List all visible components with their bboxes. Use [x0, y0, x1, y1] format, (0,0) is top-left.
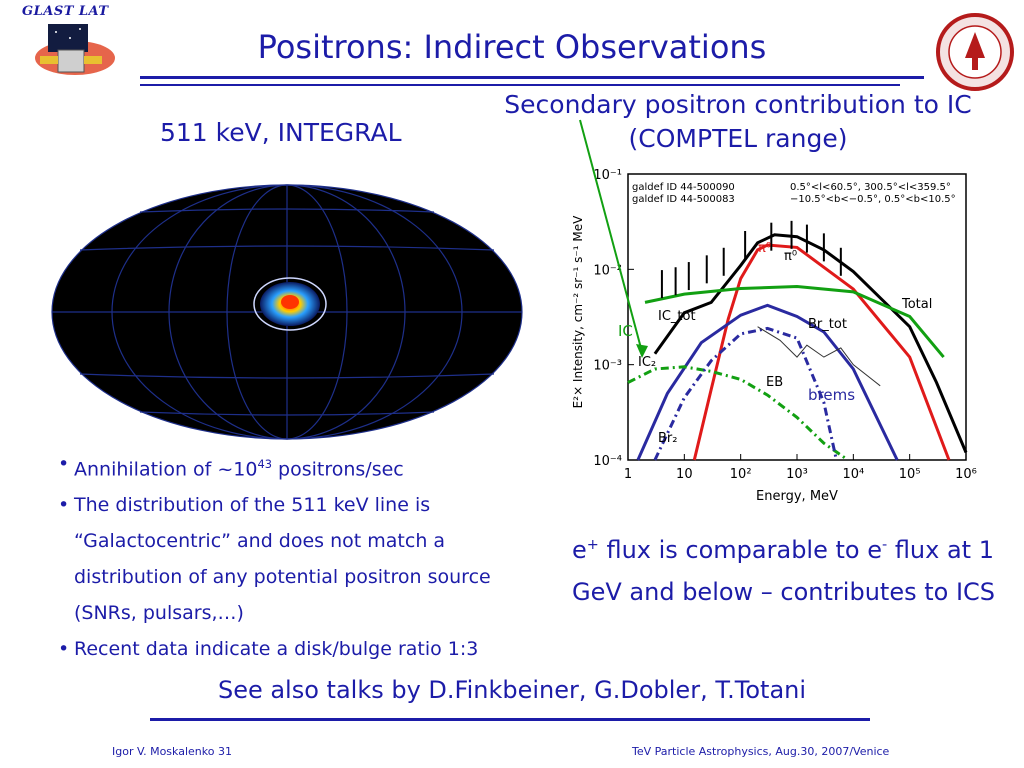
label-eb: EB	[766, 375, 783, 390]
series-line	[653, 233, 968, 454]
series-line	[757, 326, 881, 387]
label-total: Total	[901, 297, 932, 312]
bullet-annihilation: Annihilation of ~1043 positrons/sec	[58, 446, 538, 487]
label-br2: Br₂	[658, 431, 677, 446]
logo-text: GLAST LAT	[22, 4, 109, 19]
flux-statement: e+ flux is comparable to e- flux at 1 Ge…	[572, 536, 996, 606]
right-heading-line2: (COMPTEL range)	[628, 124, 848, 153]
right-heading: Secondary positron contribution to IC (C…	[470, 88, 1006, 156]
x-axis-label: Energy, MeV	[756, 489, 838, 504]
x-tick-label: 1	[624, 467, 632, 482]
legend-right-2: −10.5°<b<−0.5°, 0.5°<b<10.5°	[790, 194, 956, 205]
series-line	[692, 243, 951, 461]
label-pi0: π⁰	[784, 249, 797, 264]
series-line	[636, 303, 899, 461]
x-tick-label: 10⁵	[899, 467, 921, 482]
slide-title: Positrons: Indirect Observations	[257, 28, 767, 66]
title-rule	[140, 76, 924, 79]
series-line	[653, 326, 838, 461]
legend-left-2: galdef ID 44-500083	[632, 194, 735, 205]
legend-right-1: 0.5°<l<60.5°, 300.5°<l<359.5°	[790, 182, 951, 193]
x-tick-label: 10⁶	[955, 467, 977, 482]
left-heading: 511 keV, INTEGRAL	[160, 118, 402, 147]
y-tick-label: 10⁻¹	[593, 168, 622, 183]
y-tick-label: 10⁻³	[593, 359, 622, 374]
y-tick-label: 10⁻⁴	[593, 454, 622, 469]
label-brtot: Br_tot	[808, 317, 847, 332]
integral-sky-map	[51, 184, 523, 440]
y-axis-label: E²× Intensity, cm⁻² sr⁻¹ s⁻¹ MeV	[571, 215, 585, 408]
see-also: See also talks by D.Finkbeiner, G.Dobler…	[217, 676, 807, 704]
footer-left: Igor V. Moskalenko 31	[112, 745, 232, 758]
label-ic: IC	[618, 322, 633, 340]
label-ic2: IC₂	[638, 355, 656, 370]
x-tick-label: 10	[676, 467, 693, 482]
label-pi0-red: π⁰	[758, 241, 771, 256]
stanford-seal	[936, 13, 1014, 91]
glast-logo	[35, 24, 115, 75]
x-tick-label: 10³	[786, 467, 808, 482]
series-line	[627, 365, 849, 462]
label-brems: brems	[808, 386, 855, 404]
right-heading-line1: Secondary positron contribution to IC	[504, 90, 972, 119]
legend-left-1: galdef ID 44-500090	[632, 182, 735, 193]
spectrum-chart: 1 10 10² 10³ 10⁴ 10⁵ 10⁶ 10⁻¹ 10⁻² 10⁻³ 10⁻⁴ E²× I…	[571, 168, 977, 504]
title-rule-thin	[140, 84, 900, 86]
bullet-distribution: The distribution of the 511 keV line is …	[58, 487, 538, 631]
x-tick-label: 10²	[730, 467, 752, 482]
bullet-disk-bulge: Recent data indicate a disk/bulge ratio …	[58, 631, 538, 667]
y-tick-label: 10⁻²	[593, 263, 622, 278]
bullet-list: Annihilation of ~1043 positrons/sec The …	[58, 446, 538, 667]
pointer-arrow	[579, 119, 648, 358]
label-ictot: IC_tot	[658, 309, 696, 324]
bottom-rule	[150, 718, 870, 721]
series-line	[644, 284, 945, 359]
x-tick-label: 10⁴	[842, 467, 864, 482]
footer-right: TeV Particle Astrophysics, Aug.30, 2007/…	[632, 745, 890, 758]
